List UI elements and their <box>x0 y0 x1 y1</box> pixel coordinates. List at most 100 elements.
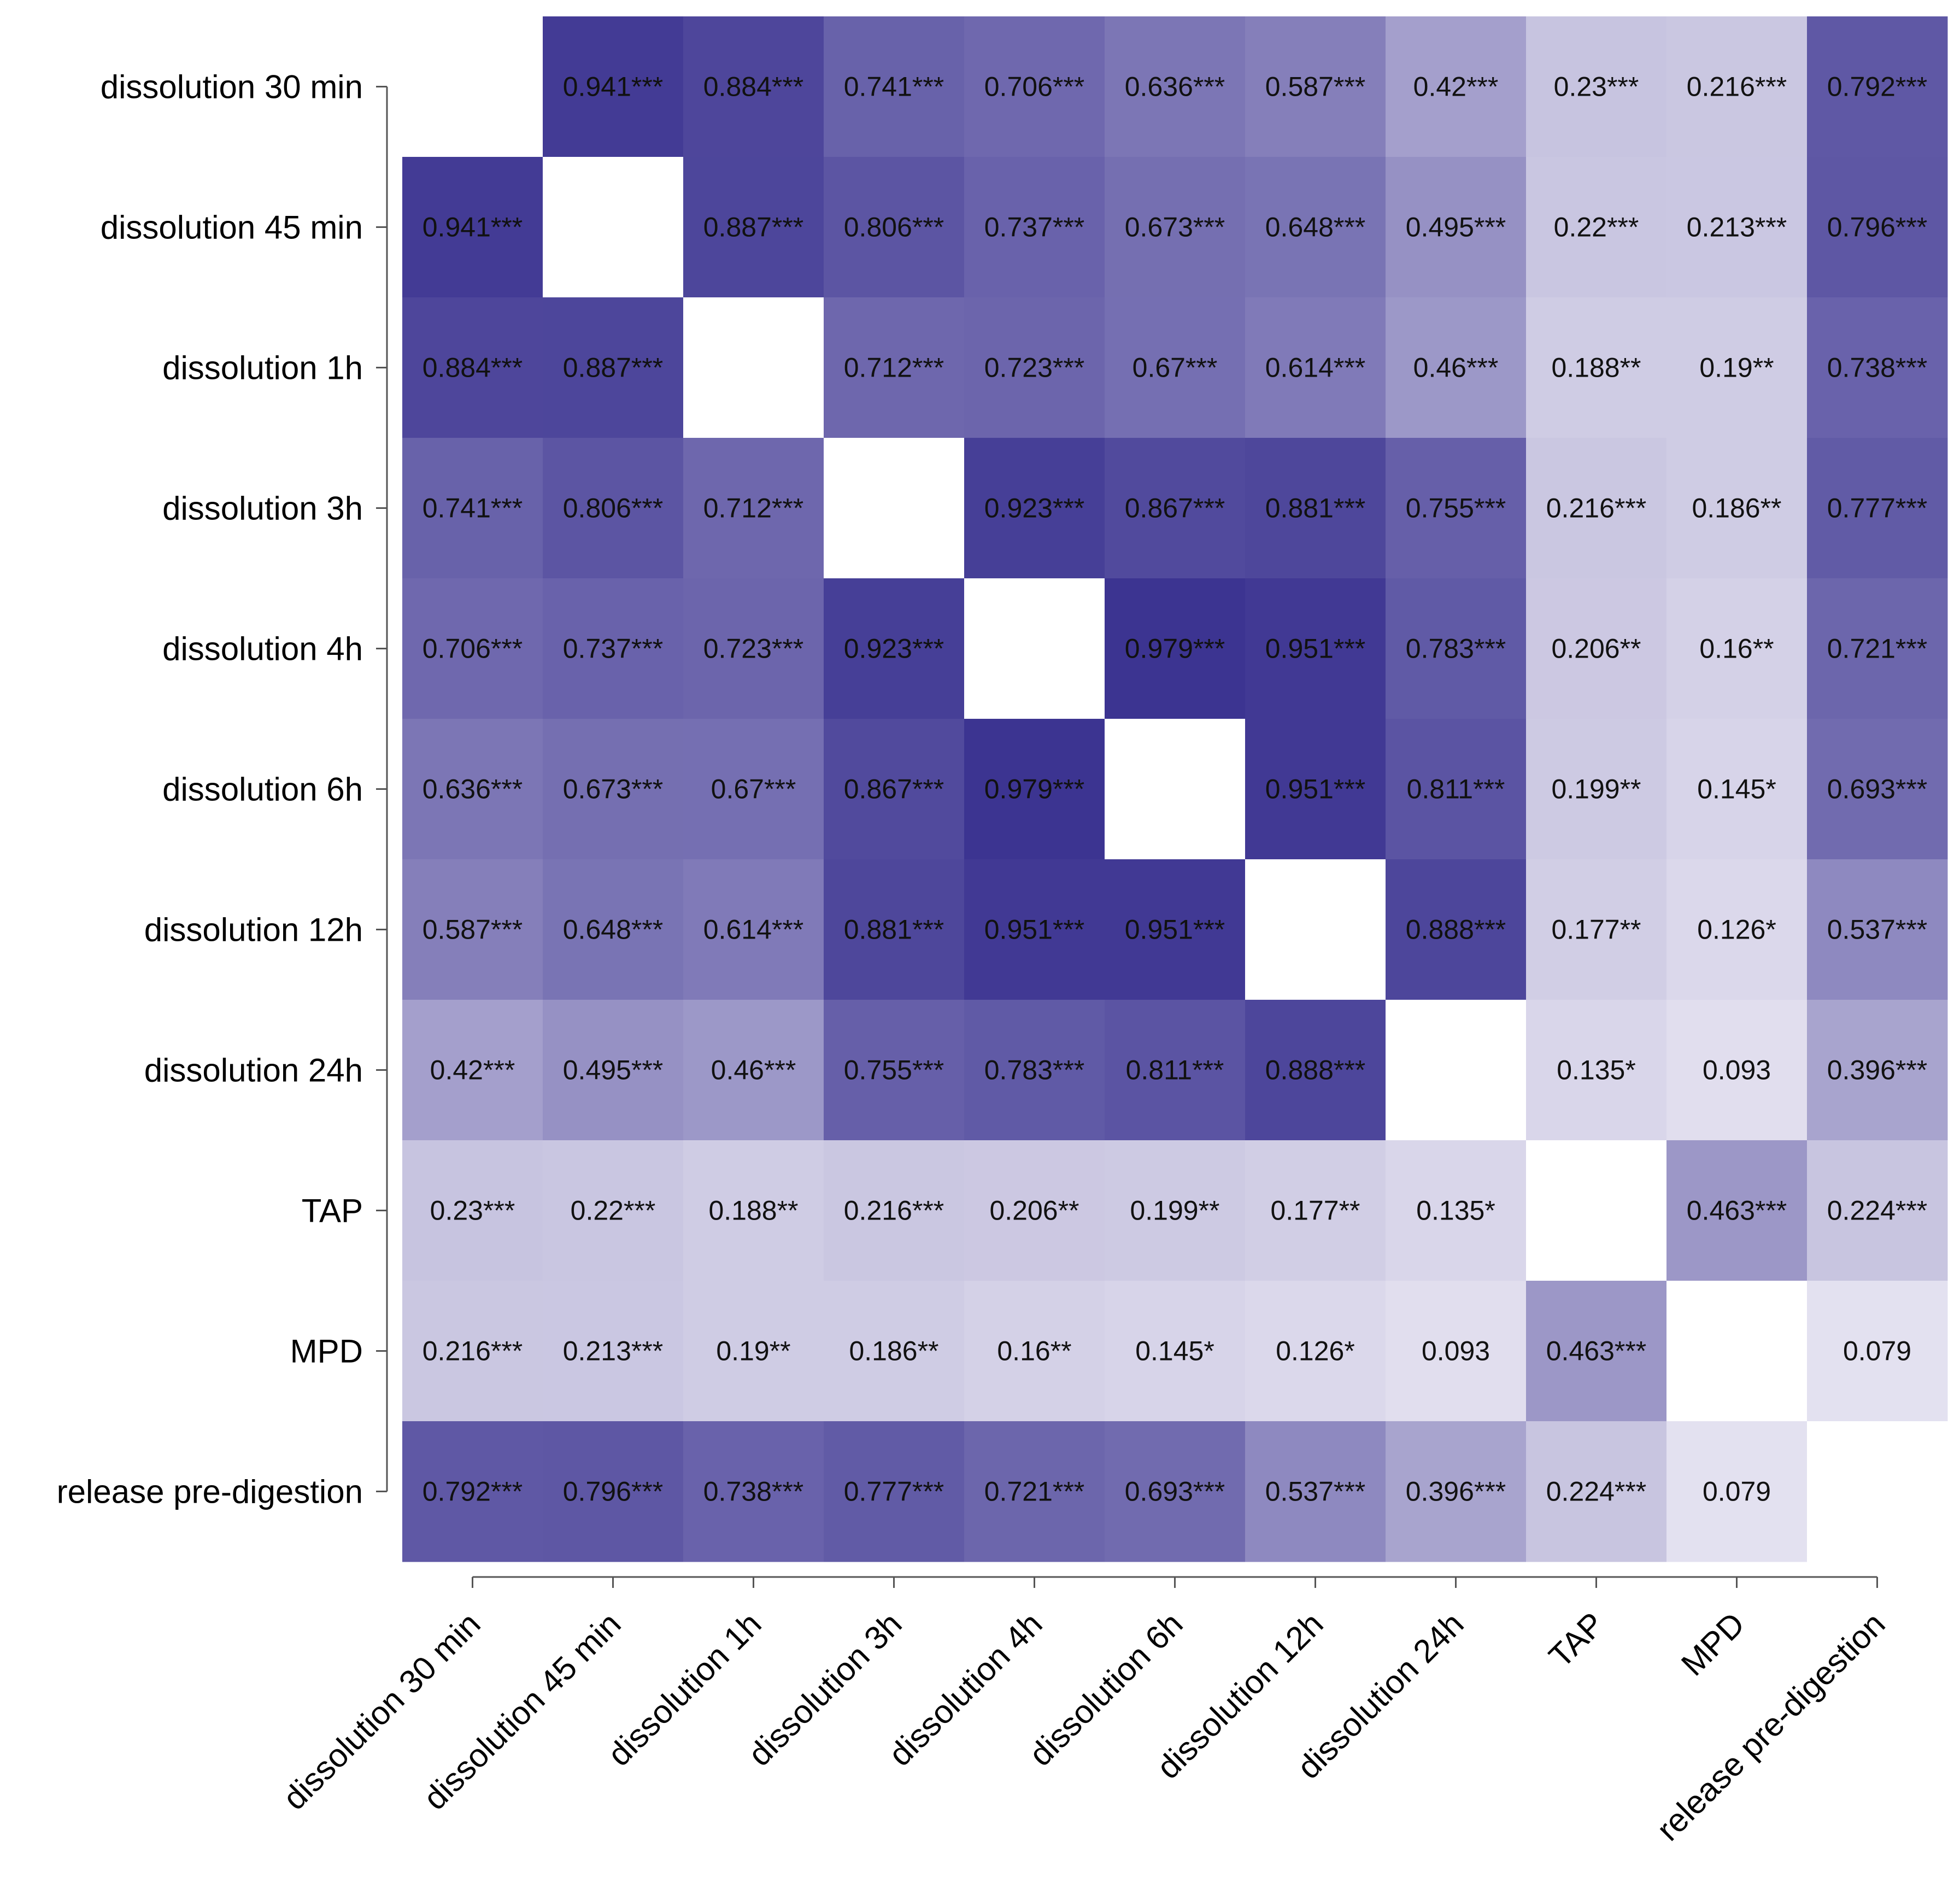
heatmap-cell-dissolution-30-min--dissolution-12h <box>1245 16 1386 157</box>
heatmap-cell-dissolution-24h--release-pre-digestion <box>1807 1000 1948 1141</box>
heatmap-cell-dissolution-4h--dissolution-3h <box>824 578 965 719</box>
heatmap-cell-dissolution-12h--tap <box>1526 859 1667 1000</box>
cell-value-label: 0.723*** <box>984 353 1085 383</box>
heatmap-cell-dissolution-24h--tap <box>1526 1000 1667 1141</box>
heatmap-cell-dissolution-4h--mpd <box>1666 578 1808 719</box>
y-tick-label-dissolution-30-min: dissolution 30 min <box>101 69 363 105</box>
cell-value-label: 0.19** <box>1699 353 1774 383</box>
heatmap-cell-dissolution-3h--dissolution-6h <box>1105 438 1246 579</box>
cell-value-label: 0.23*** <box>430 1195 515 1226</box>
heatmap-cell-dissolution-1h--mpd <box>1666 297 1808 438</box>
cell-value-label: 0.755*** <box>1406 493 1506 524</box>
heatmap-cell-release-pre-digestion--dissolution-4h <box>964 1421 1105 1562</box>
heatmap-cell-dissolution-1h--dissolution-30-min <box>402 297 543 438</box>
heatmap-cell-dissolution-45-min--tap <box>1526 157 1667 298</box>
cell-value-label: 0.135* <box>1416 1195 1495 1226</box>
heatmap-cell-dissolution-24h--dissolution-1h <box>683 1000 824 1141</box>
heatmap-cell-dissolution-6h--mpd <box>1666 719 1808 860</box>
heatmap-cell-dissolution-6h--tap <box>1526 719 1667 860</box>
cell-labels-layer: 0.941*** 0.884*** 0.741*** 0.706*** 0.636***… <box>422 72 1928 1507</box>
heatmap-cell-tap--release-pre-digestion <box>1807 1140 1948 1281</box>
heatmap-cell-dissolution-3h--dissolution-12h <box>1245 438 1386 579</box>
cell-value-label: 0.796*** <box>1827 212 1928 243</box>
cell-value-label: 0.537*** <box>1265 1476 1366 1507</box>
cell-value-label: 0.693*** <box>1827 774 1928 805</box>
heatmap-cell-dissolution-1h--dissolution-45-min <box>543 297 684 438</box>
heatmap-cell-mpd--dissolution-3h <box>824 1281 965 1422</box>
cell-value-label: 0.737*** <box>563 634 664 664</box>
heatmap-cell-dissolution-24h--dissolution-3h <box>824 1000 965 1141</box>
heatmap-cell-mpd--tap <box>1526 1281 1667 1422</box>
cell-value-label: 0.811*** <box>1126 1055 1224 1086</box>
heatmap-cell-dissolution-4h--dissolution-1h <box>683 578 824 719</box>
cell-value-label: 0.216*** <box>422 1336 523 1367</box>
heatmap-cell-dissolution-3h--dissolution-30-min <box>402 438 543 579</box>
cell-value-label: 0.721*** <box>1827 634 1928 664</box>
cell-value-label: 0.093 <box>1703 1055 1771 1086</box>
heatmap-cell-dissolution-30-min--dissolution-24h <box>1386 16 1527 157</box>
heatmap-cell-dissolution-6h--dissolution-1h <box>683 719 824 860</box>
y-tick-label-dissolution-45-min: dissolution 45 min <box>101 209 363 246</box>
cell-value-label: 0.396*** <box>1827 1055 1928 1086</box>
cell-value-label: 0.755*** <box>844 1055 944 1086</box>
cell-value-label: 0.16** <box>997 1336 1071 1367</box>
cell-value-label: 0.648*** <box>563 914 664 945</box>
cell-value-label: 0.206** <box>1551 634 1641 664</box>
heatmap-cell-dissolution-45-min--dissolution-30-min <box>402 157 543 298</box>
cell-value-label: 0.199** <box>1551 774 1641 805</box>
cell-value-label: 0.463*** <box>1546 1336 1647 1367</box>
y-tick-label-dissolution-6h: dissolution 6h <box>162 771 363 808</box>
heatmap-cell-dissolution-30-min--dissolution-1h <box>683 16 824 157</box>
heatmap-cell-tap--tap <box>1526 1140 1667 1281</box>
heatmap-cell-dissolution-4h--dissolution-24h <box>1386 578 1527 719</box>
cell-value-label: 0.186** <box>849 1336 938 1367</box>
cell-value-label: 0.951*** <box>1265 774 1366 805</box>
heatmap-cell-dissolution-12h--dissolution-24h <box>1386 859 1527 1000</box>
heatmap-cell-dissolution-6h--dissolution-30-min <box>402 719 543 860</box>
heatmap-cell-release-pre-digestion--dissolution-6h <box>1105 1421 1246 1562</box>
heatmap-cell-dissolution-3h--dissolution-1h <box>683 438 824 579</box>
cell-value-label: 0.126* <box>1276 1336 1355 1367</box>
cell-value-label: 0.079 <box>1703 1476 1771 1507</box>
cell-value-label: 0.42*** <box>430 1055 515 1086</box>
heatmap-cell-dissolution-3h--dissolution-3h <box>824 438 965 579</box>
heatmap-cell-mpd--dissolution-30-min <box>402 1281 543 1422</box>
cell-value-label: 0.213*** <box>1687 212 1787 243</box>
cell-value-label: 0.806*** <box>563 493 664 524</box>
heatmap-cell-dissolution-3h--dissolution-4h <box>964 438 1105 579</box>
y-tick-label-dissolution-24h: dissolution 24h <box>144 1052 363 1089</box>
heatmap-cell-dissolution-12h--release-pre-digestion <box>1807 859 1948 1000</box>
cell-value-label: 0.777*** <box>844 1476 944 1507</box>
heatmap-cell-tap--mpd <box>1666 1140 1808 1281</box>
cell-value-label: 0.46*** <box>1413 353 1499 383</box>
heatmap-cell-dissolution-3h--dissolution-45-min <box>543 438 684 579</box>
cell-value-label: 0.723*** <box>703 634 804 664</box>
cell-value-label: 0.23*** <box>1554 72 1639 102</box>
heatmap-cell-dissolution-30-min--dissolution-45-min <box>543 16 684 157</box>
heatmap-cell-release-pre-digestion--release-pre-digestion <box>1807 1421 1948 1562</box>
cell-value-label: 0.792*** <box>1827 72 1928 102</box>
heatmap-cell-dissolution-12h--dissolution-1h <box>683 859 824 1000</box>
cell-value-label: 0.712*** <box>844 353 944 383</box>
cell-value-label: 0.741*** <box>844 72 944 102</box>
heatmap-cell-dissolution-4h--tap <box>1526 578 1667 719</box>
cell-value-label: 0.537*** <box>1827 914 1928 945</box>
cell-value-label: 0.648*** <box>1265 212 1366 243</box>
cell-value-label: 0.224*** <box>1546 1476 1647 1507</box>
cell-value-label: 0.186** <box>1692 493 1781 524</box>
cell-value-label: 0.941*** <box>563 72 664 102</box>
cell-value-label: 0.67*** <box>1132 353 1218 383</box>
heatmap-cell-dissolution-30-min--dissolution-6h <box>1105 16 1246 157</box>
cell-value-label: 0.177** <box>1270 1195 1360 1226</box>
cell-value-label: 0.67*** <box>711 774 796 805</box>
heatmap-cell-dissolution-1h--dissolution-24h <box>1386 297 1527 438</box>
y-tick-label-dissolution-3h: dissolution 3h <box>162 490 363 527</box>
heatmap-cell-tap--dissolution-1h <box>683 1140 824 1281</box>
heatmap-cell-dissolution-24h--dissolution-24h <box>1386 1000 1527 1141</box>
heatmap-cell-dissolution-12h--dissolution-45-min <box>543 859 684 1000</box>
heatmap-cell-dissolution-24h--dissolution-6h <box>1105 1000 1246 1141</box>
heatmap-cell-dissolution-6h--dissolution-24h <box>1386 719 1527 860</box>
cell-value-label: 0.224*** <box>1827 1195 1928 1226</box>
